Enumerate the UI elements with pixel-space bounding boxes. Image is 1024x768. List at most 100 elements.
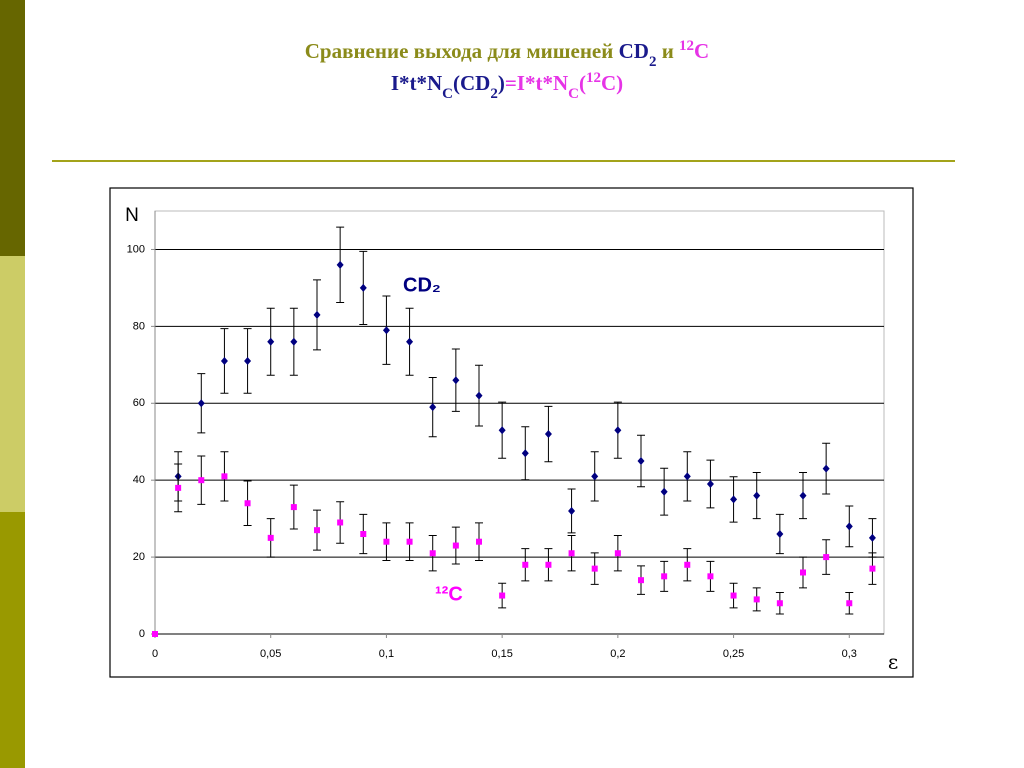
point [406, 538, 413, 545]
point [244, 356, 252, 365]
point [800, 569, 806, 576]
x-tick-label: 0 [152, 648, 158, 660]
point [730, 495, 738, 504]
point [823, 554, 830, 561]
point [637, 456, 645, 465]
point [244, 500, 251, 507]
point [776, 530, 784, 539]
title-segment: 2 [490, 86, 498, 102]
stripe [0, 256, 25, 512]
point [198, 477, 205, 484]
point [568, 550, 575, 557]
point [382, 326, 390, 335]
y-tick-label: 20 [133, 551, 145, 563]
point [846, 600, 853, 607]
y-tick-label: 100 [127, 243, 145, 255]
title-segment: C [568, 86, 579, 102]
point [845, 522, 853, 531]
title-segment: (CD [453, 71, 490, 95]
plot-area [154, 210, 885, 635]
point [661, 573, 668, 580]
point [336, 260, 344, 269]
point [175, 484, 182, 491]
point [868, 533, 876, 542]
point [475, 391, 483, 400]
title-segment: C [694, 39, 709, 63]
point [452, 542, 459, 549]
point [638, 577, 644, 584]
point [220, 356, 228, 365]
y-tick-label: 0 [139, 628, 145, 640]
point [706, 480, 714, 489]
x-tick-label: 0,15 [491, 648, 512, 660]
point [869, 565, 876, 572]
point [267, 534, 274, 541]
point [290, 337, 298, 346]
y-tick-label: 40 [133, 474, 145, 486]
point [313, 310, 321, 319]
point [452, 376, 460, 385]
point [660, 487, 668, 496]
title-segment: ( [579, 71, 586, 95]
point [314, 527, 320, 534]
point [776, 600, 783, 607]
point [544, 430, 552, 439]
y-tick-label: 60 [133, 397, 145, 409]
point [360, 531, 367, 538]
point [383, 538, 390, 545]
title-segment: I*t*N [391, 71, 442, 95]
point [684, 561, 691, 568]
title-segment: ) [498, 71, 505, 95]
point [498, 426, 506, 435]
point [614, 426, 622, 435]
x-tick-label: 0,2 [610, 648, 625, 660]
series-label: CD₂ [403, 274, 441, 296]
point [290, 504, 297, 511]
series-label: ¹²C [435, 583, 463, 605]
title-segment: и [656, 39, 679, 63]
point [591, 472, 599, 481]
point [799, 491, 807, 500]
point [614, 550, 621, 557]
title-segment: C [442, 86, 453, 102]
title-line: Сравнение выхода для мишеней CD2 и 12C [305, 38, 709, 70]
point [429, 550, 436, 557]
x-tick-label: 0,1 [379, 648, 394, 660]
point [753, 491, 761, 500]
point [406, 337, 414, 346]
point [683, 472, 691, 481]
point [521, 449, 529, 458]
point [753, 596, 760, 603]
x-axis-label: ε [888, 650, 898, 674]
point [707, 573, 714, 580]
point [429, 403, 437, 412]
point [221, 473, 228, 480]
x-tick-label: 0,25 [723, 648, 744, 660]
title-line: I*t*NC(CD2)=I*t*NC(12C) [391, 70, 623, 102]
title-segment: Сравнение выхода для мишеней [305, 39, 619, 63]
point [476, 538, 482, 545]
title-segment: =I*t*N [505, 71, 568, 95]
point [522, 561, 529, 568]
point [267, 337, 275, 346]
point [568, 506, 576, 515]
point [197, 399, 205, 408]
point [152, 631, 158, 637]
title-segment: 2 [649, 54, 657, 70]
y-tick-label: 80 [133, 320, 145, 332]
y-axis-label: N [125, 205, 139, 226]
point [730, 592, 737, 599]
point [359, 283, 367, 292]
plot: 0 20 40 60 80 100 0 0,05 0,1 0,15 0,2 0,25 0,3 Nε CD₂ ¹… [125, 205, 898, 673]
point [822, 464, 830, 473]
stripe [0, 512, 25, 768]
title-segment: 12 [679, 38, 694, 54]
point [545, 561, 552, 568]
point [337, 519, 344, 526]
title-segment: 12 [586, 70, 601, 86]
title-segment: CD [619, 39, 649, 63]
x-tick-label: 0,05 [260, 648, 281, 660]
title-segment: C) [601, 71, 623, 95]
